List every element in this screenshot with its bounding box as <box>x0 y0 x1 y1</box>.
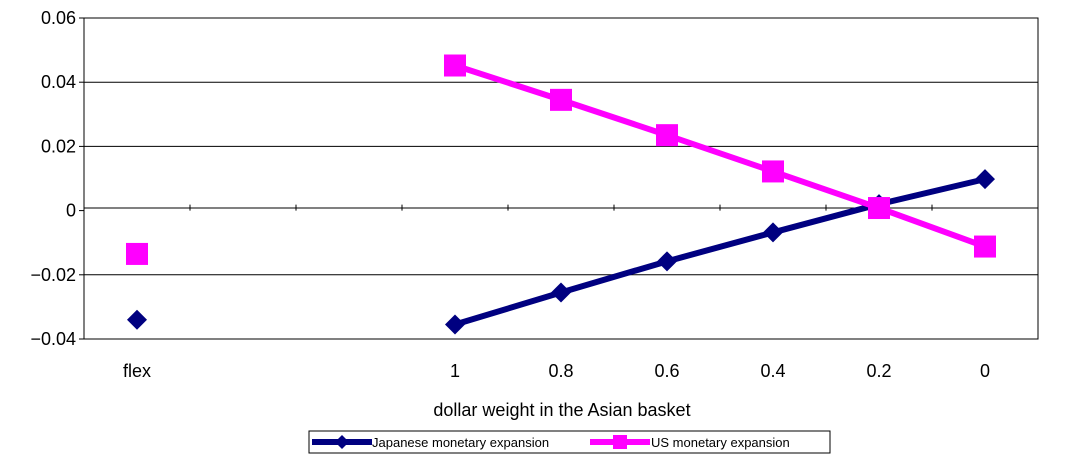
y-tick-label: −0.04 <box>30 329 76 349</box>
x-tick-label: flex <box>123 361 151 381</box>
data-point <box>974 235 996 258</box>
y-tick-labels: 0.06 0.04 0.02 0 −0.02 −0.04 <box>30 8 76 349</box>
x-tick-label: 0.6 <box>654 361 679 381</box>
legend-marker <box>335 435 349 449</box>
legend-box <box>308 430 831 454</box>
x-axis-title: dollar weight in the Asian basket <box>433 400 690 420</box>
data-point <box>975 169 995 190</box>
data-point <box>445 314 465 335</box>
data-point <box>657 251 677 272</box>
data-point <box>444 54 466 77</box>
series <box>126 54 996 335</box>
series-line <box>454 62 987 250</box>
data-point <box>550 88 572 111</box>
data-point <box>763 222 783 243</box>
y-tick-label: −0.02 <box>30 265 76 285</box>
y-tick-label: 0.02 <box>41 136 76 156</box>
data-point <box>656 124 678 147</box>
x-tick-label: 0.4 <box>760 361 785 381</box>
x-tick-label: 1 <box>450 361 460 381</box>
x-tick-label: 0 <box>980 361 990 381</box>
data-point <box>126 242 148 265</box>
data-point <box>868 197 890 220</box>
x-tick-label: 0.8 <box>548 361 573 381</box>
y-tick-label: 0.04 <box>41 72 76 92</box>
data-point <box>127 309 147 330</box>
series-us <box>126 54 996 265</box>
x-tick-labels: flex 1 0.8 0.6 0.4 0.2 0 <box>123 361 990 381</box>
series-japanese <box>127 169 995 335</box>
legend-label: Japanese monetary expansion <box>372 435 549 450</box>
x-tick-label: 0.2 <box>866 361 891 381</box>
legend-marker <box>613 435 627 449</box>
legend: Japanese monetary expansion US monetary e… <box>308 430 831 454</box>
y-tick-label: 0 <box>66 201 76 221</box>
series-line <box>454 176 986 328</box>
data-point <box>762 160 784 183</box>
legend-label: US monetary expansion <box>651 435 790 450</box>
y-tick-label: 0.06 <box>41 8 76 28</box>
data-point <box>551 282 571 303</box>
